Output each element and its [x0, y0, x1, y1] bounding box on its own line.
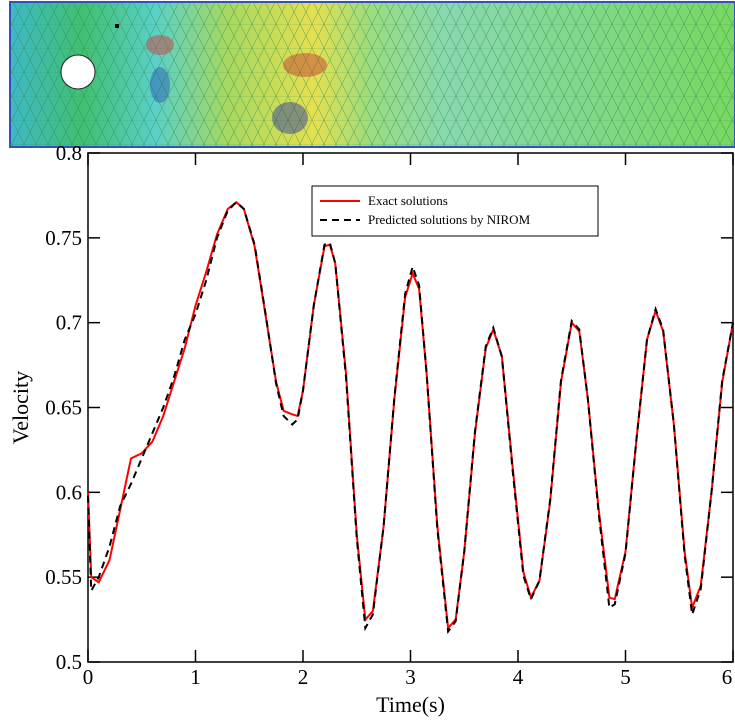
mesh-image [9, 1, 735, 148]
x-tick-label: 6 [722, 665, 733, 689]
y-tick-label: 0.75 [45, 226, 82, 250]
legend-box [311, 185, 599, 237]
x-tick-label: 2 [298, 665, 309, 689]
y-tick-label: 0.6 [56, 480, 82, 504]
series-line [87, 200, 734, 631]
y-tick-label: 0.7 [56, 311, 82, 335]
y-tick-label: 0.65 [45, 396, 82, 420]
legend-label: Predicted solutions by NIROM [368, 212, 531, 227]
y-tick-label: 0.55 [45, 565, 82, 589]
x-tick-label: 0 [83, 665, 94, 689]
x-axis-label: Time(s) [376, 692, 445, 717]
legend-label: Exact solutions [368, 193, 448, 208]
y-axis-label: Velocity [8, 371, 33, 444]
y-tick-label: 0.5 [56, 650, 82, 674]
x-tick-label: 3 [405, 665, 416, 689]
plot: 0.5 0.55 0.6 0.65 0.7 0.75 0.8 0 1 2 3 4 5 6 Time(s) Ve… [8, 141, 734, 717]
x-tick-label: 1 [190, 665, 201, 689]
y-tick-label: 0.8 [56, 141, 82, 165]
x-tick-label: 5 [620, 665, 631, 689]
x-tick-label: 4 [513, 665, 524, 689]
series-line [87, 200, 734, 635]
